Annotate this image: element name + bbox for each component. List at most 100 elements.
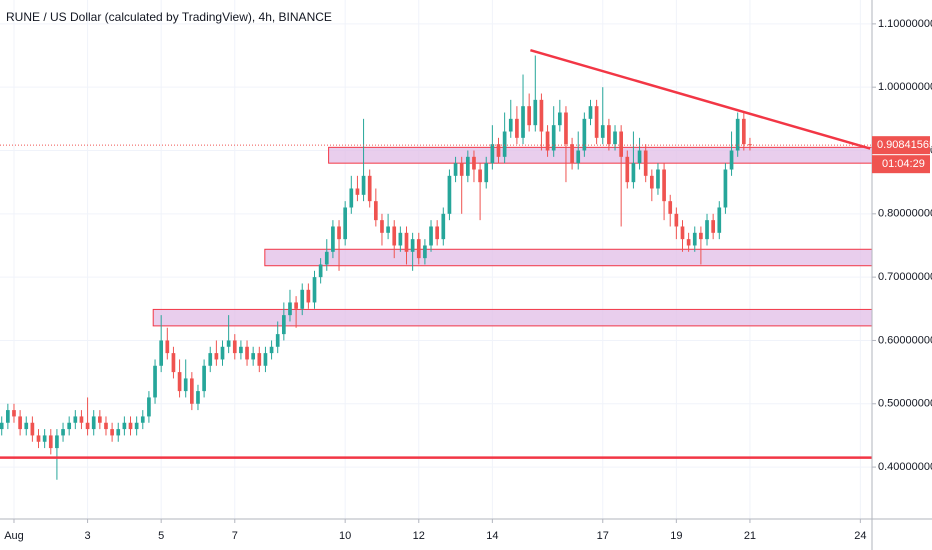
zone: [152, 308, 873, 327]
candle-body: [312, 277, 317, 303]
candle-body: [0, 422, 4, 430]
y-tick-label: 0.60000000: [878, 334, 932, 346]
candle-body: [288, 302, 292, 316]
candle-body: [318, 264, 323, 278]
candle-body: [61, 429, 65, 436]
candle-body: [6, 410, 10, 423]
candle-body: [134, 422, 139, 430]
candle-body: [643, 150, 648, 176]
candle-body: [208, 353, 213, 366]
candle-body: [564, 112, 568, 145]
candle-body: [662, 169, 666, 202]
candle-body: [582, 118, 587, 151]
candle-body: [478, 169, 482, 183]
candle-body: [723, 169, 728, 208]
candle-body: [343, 207, 348, 240]
candle-body: [140, 416, 145, 423]
x-tick-label: 17: [597, 530, 609, 542]
candle-body: [527, 106, 532, 126]
zone: [264, 248, 873, 267]
candle-body: [349, 188, 354, 208]
zone: [328, 146, 873, 164]
candle-body: [104, 422, 108, 430]
candle-body: [386, 226, 390, 233]
candle-body: [116, 429, 121, 436]
candle-body: [245, 346, 249, 360]
candle-body: [465, 156, 470, 176]
candle-body: [24, 422, 29, 430]
candle-body: [570, 144, 574, 164]
candle-body: [36, 435, 41, 442]
candle-body: [392, 226, 397, 246]
candle-body: [631, 163, 636, 183]
candle-body: [674, 213, 679, 227]
candle-body: [355, 188, 360, 195]
candle-body: [269, 346, 274, 354]
trendline: [530, 48, 871, 150]
candle-body: [435, 226, 440, 240]
candle-body: [680, 226, 685, 240]
candle-body: [748, 144, 752, 146]
y-tick-label: 1.10000000: [878, 18, 932, 30]
candle-body: [73, 416, 78, 423]
candle-body: [226, 340, 231, 347]
candle-body: [472, 156, 476, 170]
last-price-box: [872, 136, 930, 155]
candle-body: [594, 106, 599, 138]
y-tick-label: 0.40000000: [878, 461, 932, 473]
candle-body: [508, 118, 513, 132]
candle-body: [625, 156, 630, 183]
candle-body: [159, 340, 164, 366]
candle-body: [416, 239, 421, 259]
candle-body: [190, 378, 194, 404]
candle-body: [533, 99, 538, 126]
y-tick-label: 0.80000000: [878, 208, 932, 220]
countdown-box: [872, 155, 930, 174]
candle-body: [30, 422, 35, 436]
price-axis-panel: [872, 0, 932, 550]
candle-body: [447, 175, 452, 214]
last-price-label: 0.90841565: [877, 139, 932, 151]
candle-body: [692, 232, 697, 246]
candle-body: [741, 118, 746, 145]
candle-body: [453, 163, 458, 176]
x-tick-label: 10: [339, 530, 351, 542]
candle-body: [324, 251, 329, 265]
candle-body: [337, 226, 341, 240]
candle-body: [496, 144, 501, 157]
candle-body: [515, 118, 519, 138]
candle-body: [18, 416, 22, 430]
candle-body: [367, 175, 372, 202]
candle-body: [110, 429, 114, 436]
candle-body: [380, 220, 384, 233]
candle-body: [373, 201, 378, 221]
candle-body: [12, 410, 16, 417]
candle-body: [251, 353, 256, 360]
candle-body: [588, 106, 593, 119]
y-tick-label: 0.50000000: [878, 398, 932, 410]
candle-body: [668, 201, 673, 214]
x-tick-label: Aug: [4, 530, 24, 542]
candle-body: [147, 397, 151, 417]
candle-body: [576, 150, 581, 164]
x-tick-label: 14: [486, 530, 498, 542]
candle-body: [171, 353, 176, 373]
candle-body: [429, 226, 433, 246]
candle-body: [55, 435, 59, 449]
candle-body: [705, 220, 709, 240]
candle-body: [637, 150, 642, 164]
candle-body: [729, 150, 734, 170]
candle-body: [600, 125, 605, 138]
x-tick-label: 24: [854, 530, 866, 542]
chart-title: RUNE / US Dollar (calculated by TradingV…: [6, 10, 332, 24]
candle-body: [539, 99, 544, 132]
candle-body: [410, 239, 415, 252]
candle-body: [79, 416, 84, 423]
candle-body: [91, 416, 96, 430]
candle-body: [306, 289, 311, 303]
candle-body: [699, 232, 703, 240]
candle-body: [281, 315, 286, 335]
candle-body: [42, 435, 47, 442]
x-tick-label: 3: [85, 530, 91, 542]
